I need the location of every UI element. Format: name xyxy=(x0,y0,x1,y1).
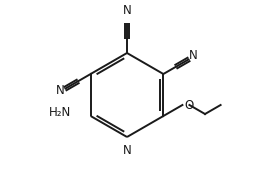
Text: N: N xyxy=(56,84,65,97)
Text: N: N xyxy=(123,144,131,157)
Text: O: O xyxy=(184,98,194,111)
Text: N: N xyxy=(123,4,131,17)
Text: H₂N: H₂N xyxy=(49,105,71,118)
Text: N: N xyxy=(189,49,198,62)
